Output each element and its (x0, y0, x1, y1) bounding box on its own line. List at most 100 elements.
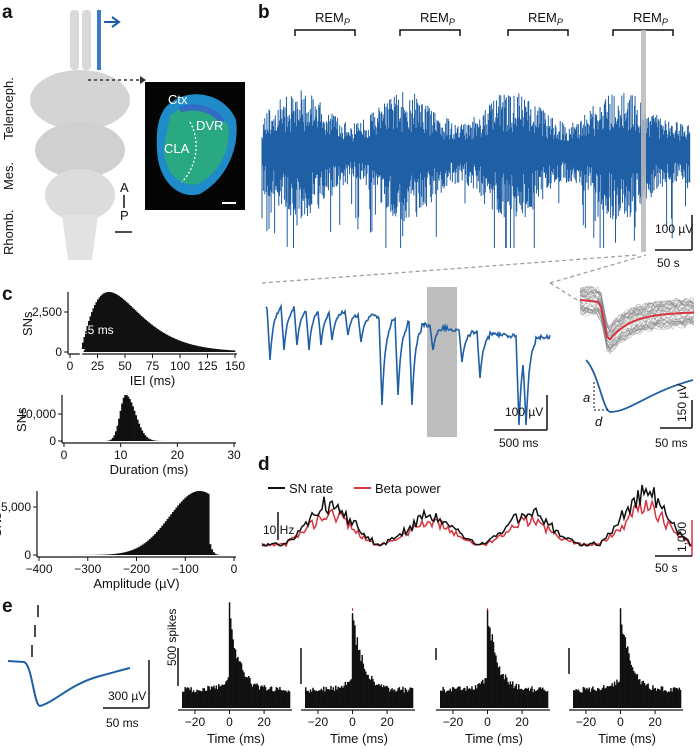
hist3-bin-81 (182, 499, 185, 555)
psth-1-bin-72 (391, 688, 393, 708)
scale-e-time: 50 ms (106, 716, 139, 730)
psth-2-bin-12 (454, 688, 456, 708)
hist3-bin-41 (111, 554, 114, 555)
psth-3-bin-11 (586, 687, 588, 708)
hist3-bin-49 (125, 551, 128, 555)
psth-3-bin-68 (654, 687, 657, 708)
hist1-bin-41 (131, 307, 134, 352)
scale-d-right: 1,000 (675, 522, 689, 552)
region-telenceph: Telenceph. (1, 77, 16, 140)
hist1-bin-77 (185, 342, 188, 352)
psth-0-bin-9 (192, 690, 195, 708)
psth-3-bin-14 (589, 691, 592, 708)
psth-3-bin-50 (633, 670, 635, 708)
hist3-bin-70 (163, 523, 166, 555)
psth-0-bin-60 (254, 683, 256, 708)
psth-0-bin-7 (190, 687, 192, 708)
psth-3-bin-61 (646, 684, 648, 708)
hist1-xtick-label-6: 150 (225, 359, 245, 373)
psth-0-bin-6 (189, 689, 191, 708)
psth-3-bin-38 (618, 681, 621, 708)
hist1-bin-19 (98, 297, 101, 352)
psth-1-bin-41 (354, 625, 356, 708)
psth-2-bin-14 (456, 687, 459, 708)
psth-3-xlabel: Time (ms) (598, 731, 656, 746)
psth-3-bin-35 (615, 684, 617, 708)
hist2-bin-46 (135, 415, 137, 441)
psth-0-bin-79 (276, 687, 279, 708)
spike-overlay-trace-6 (579, 285, 695, 329)
psth-0-bin-68 (263, 685, 266, 708)
hist3-bin-56 (138, 546, 141, 555)
psth-3-bin-74 (661, 686, 664, 708)
psth-0-bin-38 (227, 677, 230, 708)
scale-top-voltage: 100 µV (655, 222, 693, 236)
psth-2-bin-37 (484, 678, 486, 708)
spike-overlay-trace-37 (579, 305, 695, 350)
psth-0-bin-87 (286, 692, 288, 708)
hist3-xtick-label-2: −200 (123, 562, 150, 576)
hist2-bin-35 (118, 418, 120, 441)
hist1-bin-103 (224, 349, 227, 352)
hist2-bin-34 (116, 425, 119, 441)
psth-0-bin-43 (233, 647, 236, 708)
psth-1-bin-49 (363, 668, 366, 708)
psth-3-bin-78 (666, 692, 669, 708)
hist1-bin-26 (109, 292, 111, 352)
psth-3-bin-47 (629, 660, 631, 708)
psth-3-bin-62 (647, 683, 649, 708)
histogram-duration: 0 10 20 30 0 10,000 Duration (ms) SNs (14, 395, 241, 477)
psth-2-bin-65 (518, 684, 520, 708)
histogram-amplitude: −400 −300 −200 −100 0 0 5,000 Amplitude (µV) SNs (0, 491, 238, 591)
hist3-xtick-label-4: 0 (231, 562, 238, 576)
psth-ylabel: 500 spikes (165, 609, 179, 666)
psth-1-xtick-label-0: −20 (308, 715, 329, 729)
psth-3-bin-25 (603, 685, 605, 708)
hist1-bin-43 (134, 310, 137, 352)
psth-2-bin-40 (488, 626, 490, 708)
hist1-xtick-label-4: 100 (170, 359, 190, 373)
psth-2-bin-7 (448, 690, 450, 708)
psth-3-bin-29 (607, 686, 610, 708)
psth-3-bin-37 (617, 682, 619, 708)
psth-2-bin-21 (465, 690, 467, 708)
spike-overlay-trace-28 (579, 285, 695, 327)
hist1-bin-67 (170, 337, 173, 352)
psth-2-bin-55 (506, 677, 508, 708)
psth-0-bin-54 (246, 677, 249, 708)
panel-label-b: b (258, 2, 270, 23)
psth-2-bin-51 (501, 674, 503, 708)
hist1-bin-34 (121, 298, 123, 352)
hist3-bin-83 (186, 496, 189, 555)
psth-3-bin-34 (613, 681, 616, 708)
psth-1-bin-59 (375, 684, 378, 708)
psth-0-bin-27 (214, 688, 216, 708)
psth-2-bin-28 (473, 689, 476, 708)
hist1-bin-91 (206, 347, 209, 352)
psth-3-bin-83 (672, 687, 675, 708)
spike-overlay (579, 284, 695, 355)
hist1-bin-101 (221, 349, 224, 352)
psth-0-bin-37 (226, 680, 228, 708)
psth-1-bin-53 (368, 678, 371, 708)
psth-3-bin-81 (670, 688, 672, 708)
hist3-bin-76 (173, 509, 176, 555)
hist1-bin-90 (205, 347, 207, 352)
hist1-bin-50 (145, 319, 147, 352)
psth-2-bin-5 (446, 691, 448, 708)
psth-2-bin-83 (539, 687, 542, 708)
psth-3-bin-60 (645, 685, 647, 708)
hist1-bin-40 (130, 306, 132, 352)
psth-0-bin-64 (258, 689, 261, 708)
hist2-bin-53 (145, 436, 148, 441)
hist1-bin-35 (122, 299, 125, 352)
spike-highlight (427, 287, 457, 437)
psth-2-bin-76 (531, 686, 533, 708)
hist3-bin-93 (203, 492, 206, 555)
hist3-bin-69 (161, 525, 164, 555)
hist3-bin-71 (164, 521, 167, 555)
psth-1-bin-22 (331, 689, 333, 708)
psth-0-bin-65 (260, 686, 262, 708)
psth-2-bin-20 (464, 687, 466, 708)
hist1-bin-13 (89, 316, 92, 352)
